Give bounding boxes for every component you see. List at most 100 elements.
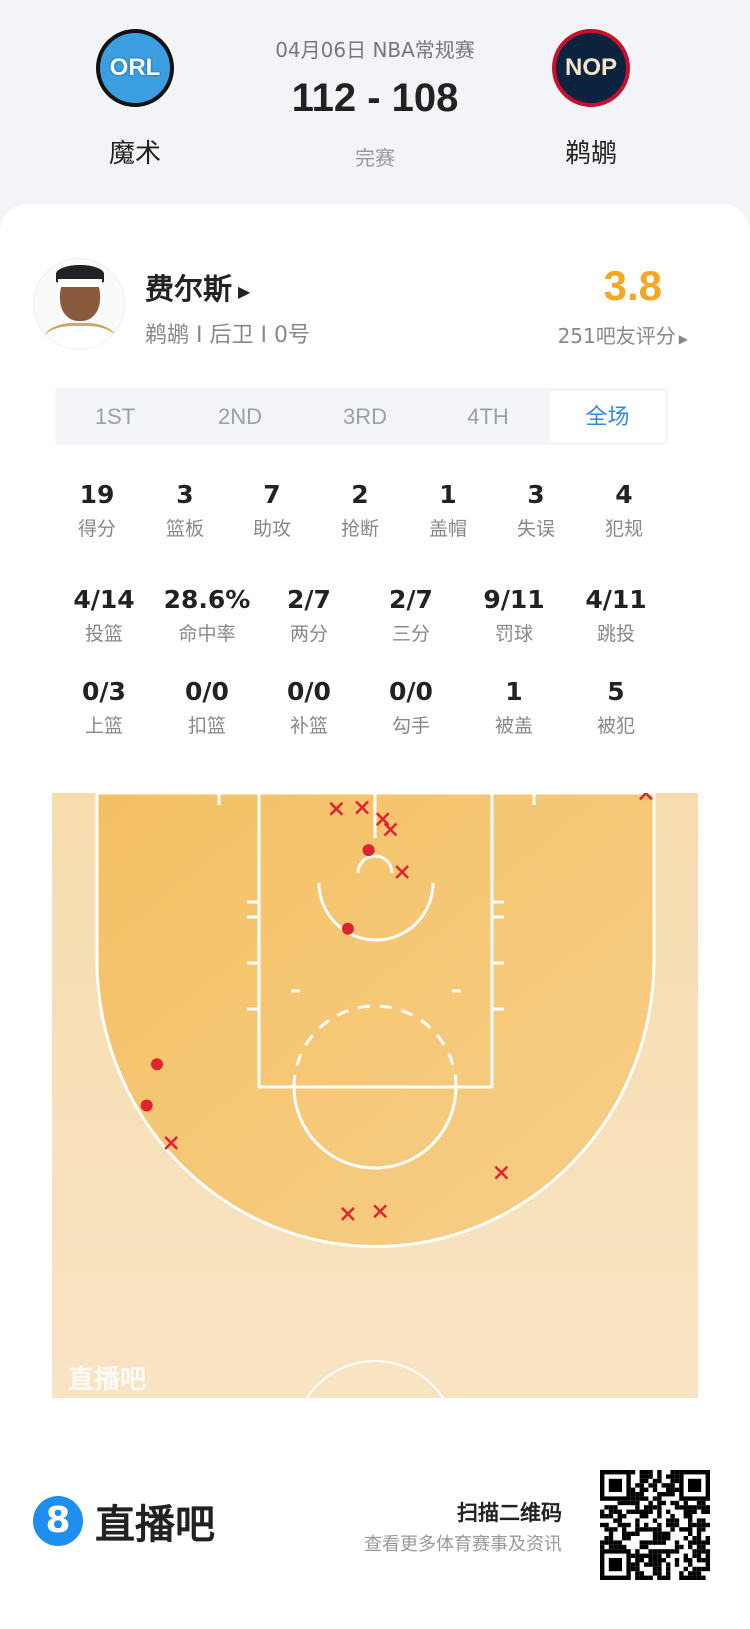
stat-label: 助攻 — [252, 518, 291, 540]
stat-item: 5 被犯 — [561, 677, 671, 738]
stat-value: 4/11 — [585, 585, 647, 614]
player-rating: 3.8 — [603, 262, 662, 309]
game-date-league: 04月06日 NBA常规赛 — [275, 38, 475, 62]
made-shot-marker — [362, 844, 375, 857]
stat-label: 失误 — [516, 518, 555, 540]
stat-value: 2/7 — [389, 585, 433, 614]
player-info: 鹈鹕 I 后卫 I 0号 — [145, 323, 310, 348]
stat-value: 19 — [79, 480, 115, 509]
stat-label: 跳投 — [596, 623, 635, 645]
stat-label: 投篮 — [84, 623, 123, 645]
stat-item: 0/3 上篮 — [49, 677, 159, 738]
away-team-name[interactable]: 鹈鹕 — [564, 139, 618, 169]
paint — [257, 793, 494, 1089]
tab-2nd[interactable]: 2ND — [217, 404, 262, 429]
stat-label: 被盖 — [494, 715, 533, 737]
stat-item: 7 助攻 — [217, 480, 327, 541]
stat-item: 2 抢断 — [305, 480, 415, 541]
stat-item: 4/14 投篮 — [49, 585, 159, 646]
stat-label: 被犯 — [596, 715, 635, 737]
missed-shot-marker — [494, 1165, 509, 1180]
stat-item: 2/7 三分 — [356, 585, 466, 646]
missed-shot-marker — [373, 1204, 388, 1219]
stat-value: 3 — [527, 480, 545, 509]
stat-value: 28.6% — [163, 585, 251, 614]
stat-value: 0/0 — [287, 677, 331, 706]
missed-shot-marker — [375, 812, 390, 827]
stat-value: 5 — [607, 677, 625, 706]
made-shot-marker — [140, 1099, 153, 1112]
stat-label: 扣篮 — [187, 715, 226, 737]
stat-label: 命中率 — [178, 623, 236, 645]
court-watermark: 直播吧 — [68, 1365, 146, 1395]
made-shot-marker — [150, 1058, 163, 1071]
player-name[interactable]: 费尔斯 ▶ — [145, 272, 251, 306]
stat-item: 9/11 罚球 — [459, 585, 569, 646]
stat-value: 0/0 — [389, 677, 433, 706]
missed-shot-marker — [383, 822, 398, 837]
player-avatar[interactable] — [33, 258, 125, 350]
scan-qr-label: 扫描二维码 — [457, 1501, 562, 1525]
qr-code[interactable] — [600, 1470, 710, 1580]
game-status: 完赛 — [355, 146, 395, 170]
stat-value: 9/11 — [483, 585, 545, 614]
made-shot-marker — [341, 922, 354, 935]
three-point-area — [95, 793, 656, 1249]
stat-item: 1 被盖 — [459, 677, 569, 738]
stat-label: 罚球 — [494, 623, 533, 645]
game-score: 112 - 108 — [291, 76, 459, 120]
brand-name: 直播吧 — [95, 1502, 215, 1548]
stat-label: 抢断 — [340, 518, 379, 540]
stat-label: 勾手 — [391, 715, 430, 737]
away-team-logo: NOP — [552, 29, 630, 107]
stat-item: 4 犯规 — [569, 480, 679, 541]
stat-value: 2/7 — [287, 585, 331, 614]
missed-shot-marker — [639, 793, 653, 801]
home-team-name[interactable]: 魔术 — [108, 139, 162, 169]
stat-value: 0/3 — [82, 677, 126, 706]
more-info-label: 查看更多体育赛事及资讯 — [364, 1534, 562, 1555]
tab-full-game[interactable]: 全场 — [550, 391, 665, 442]
stat-item: 0/0 补篮 — [254, 677, 364, 738]
missed-shot-marker — [329, 801, 344, 816]
stat-label: 篮板 — [165, 518, 204, 540]
stat-item: 4/11 跳投 — [561, 585, 671, 646]
rating-count-link[interactable]: 251吧友评分 ▶ — [557, 324, 688, 348]
brand-logo-icon: 8 — [33, 1496, 83, 1546]
stat-label: 补篮 — [289, 715, 328, 737]
stat-value: 1 — [439, 480, 457, 509]
stat-value: 4 — [615, 480, 633, 509]
stat-item: 3 篮板 — [130, 480, 240, 541]
stat-value: 2 — [351, 480, 369, 509]
tab-3rd[interactable]: 3RD — [342, 404, 387, 429]
stat-value: 1 — [505, 677, 523, 706]
stat-label: 得分 — [77, 518, 116, 540]
stat-item: 19 得分 — [42, 480, 152, 541]
missed-shot-marker — [164, 1136, 179, 1150]
stat-item: 1 盖帽 — [393, 480, 503, 541]
stat-label: 三分 — [391, 623, 430, 645]
stat-item: 3 失误 — [481, 480, 591, 541]
caret-right-icon: ▶ — [238, 281, 251, 301]
missed-shot-marker — [341, 1206, 355, 1221]
tab-4th[interactable]: 4TH — [467, 404, 509, 429]
stat-label: 盖帽 — [428, 518, 467, 540]
footer-brand: 8 直播吧 — [33, 1492, 215, 1550]
stat-label: 犯规 — [604, 518, 643, 540]
home-team-logo: ORL — [96, 29, 174, 107]
stat-item: 0/0 扣篮 — [152, 677, 262, 738]
stat-value: 3 — [176, 480, 194, 509]
stat-item: 28.6% 命中率 — [152, 585, 262, 646]
stat-label: 两分 — [289, 623, 328, 645]
stat-value: 4/14 — [73, 585, 135, 614]
stat-item: 2/7 两分 — [254, 585, 364, 646]
stat-value: 0/0 — [185, 677, 229, 706]
stat-item: 0/0 勾手 — [356, 677, 466, 738]
shot-chart: 直播吧 — [52, 793, 698, 1398]
tab-1st[interactable]: 1ST — [94, 404, 136, 429]
missed-shot-marker — [355, 800, 369, 815]
missed-shot-marker — [395, 865, 409, 879]
stat-label: 上篮 — [84, 715, 123, 737]
stat-value: 7 — [263, 480, 281, 509]
caret-right-icon: ▶ — [678, 332, 688, 346]
